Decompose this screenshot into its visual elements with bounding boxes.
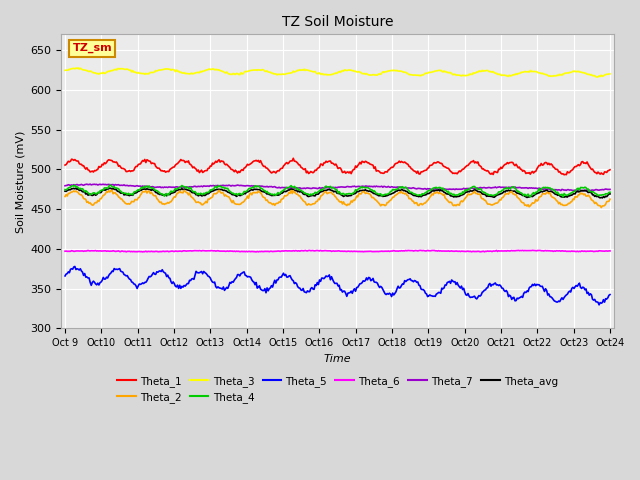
Theta_5 [324,273,332,279]
Theta_5 [594,300,602,305]
Theta_7 [606,187,614,192]
Theta_avg [594,193,602,199]
Theta_6 [509,248,516,254]
Theta_3 [61,68,69,73]
Theta_4 [324,184,332,190]
Line: Theta_4: Theta_4 [65,185,610,197]
Theta_4 [387,189,394,194]
Theta_3 [321,72,329,77]
Theta_2 [594,203,602,208]
Theta_5 [606,292,614,298]
Theta_4 [509,184,516,190]
Theta_1 [357,161,365,167]
Theta_4 [595,192,603,198]
Theta_avg [598,195,606,201]
Theta_7 [324,184,332,190]
Theta_1 [509,160,516,166]
Theta_2 [387,197,394,203]
Theta_6 [529,248,536,253]
Theta_7 [586,188,594,193]
Theta_7 [595,187,603,193]
Theta_4 [527,194,534,200]
X-axis label: Time: Time [324,354,351,364]
Theta_7 [61,183,69,189]
Theta_5 [61,273,69,279]
Y-axis label: Soil Moisture (mV): Soil Moisture (mV) [15,130,25,232]
Theta_7 [387,184,394,190]
Theta_5 [387,291,394,297]
Theta_2 [597,204,605,210]
Theta_2 [606,196,614,202]
Theta_6 [252,249,260,255]
Theta_4 [321,184,329,190]
Theta_1 [606,167,614,173]
Theta_1 [324,159,332,165]
Theta_7 [321,185,329,191]
Theta_2 [108,187,116,193]
Line: Theta_6: Theta_6 [65,251,610,252]
Text: TZ_sm: TZ_sm [72,43,112,53]
Legend: Theta_1, Theta_2, Theta_3, Theta_4, Theta_5, Theta_6, Theta_7, Theta_avg: Theta_1, Theta_2, Theta_3, Theta_4, Thet… [113,372,563,407]
Theta_6 [387,248,394,254]
Theta_4 [606,189,614,195]
Theta_4 [357,184,365,190]
Title: TZ Soil Moisture: TZ Soil Moisture [282,15,393,29]
Theta_6 [357,249,365,254]
Theta_3 [324,72,332,78]
Theta_avg [509,189,516,194]
Theta_7 [86,181,94,187]
Line: Theta_3: Theta_3 [65,68,610,77]
Line: Theta_2: Theta_2 [65,190,610,207]
Theta_3 [74,65,82,71]
Theta_2 [321,189,329,195]
Theta_3 [606,71,614,77]
Theta_2 [357,191,365,197]
Theta_avg [606,191,614,197]
Theta_3 [509,72,516,78]
Theta_3 [595,73,603,79]
Theta_avg [106,185,114,191]
Theta_6 [61,248,69,254]
Theta_6 [321,248,329,253]
Theta_7 [357,184,365,190]
Theta_6 [324,248,332,254]
Line: Theta_1: Theta_1 [65,158,610,175]
Line: Theta_7: Theta_7 [65,184,610,191]
Theta_avg [321,188,329,193]
Theta_5 [509,295,516,300]
Theta_1 [387,165,394,171]
Theta_avg [387,192,394,197]
Theta_avg [357,188,365,193]
Theta_3 [357,70,365,75]
Theta_6 [595,248,603,253]
Theta_1 [321,160,329,166]
Theta_4 [106,182,114,188]
Line: Theta_avg: Theta_avg [65,188,610,198]
Theta_2 [509,191,516,197]
Theta_5 [595,302,603,308]
Line: Theta_5: Theta_5 [65,266,610,305]
Theta_1 [560,172,568,178]
Theta_5 [321,275,329,280]
Theta_5 [357,281,365,287]
Theta_3 [593,74,601,80]
Theta_2 [324,190,332,196]
Theta_1 [61,162,69,168]
Theta_1 [595,170,603,176]
Theta_1 [289,156,297,161]
Theta_2 [61,193,69,199]
Theta_4 [61,187,69,192]
Theta_7 [509,185,516,191]
Theta_avg [61,188,69,194]
Theta_3 [387,68,394,73]
Theta_avg [324,187,332,192]
Theta_6 [606,248,614,254]
Theta_5 [71,264,79,269]
